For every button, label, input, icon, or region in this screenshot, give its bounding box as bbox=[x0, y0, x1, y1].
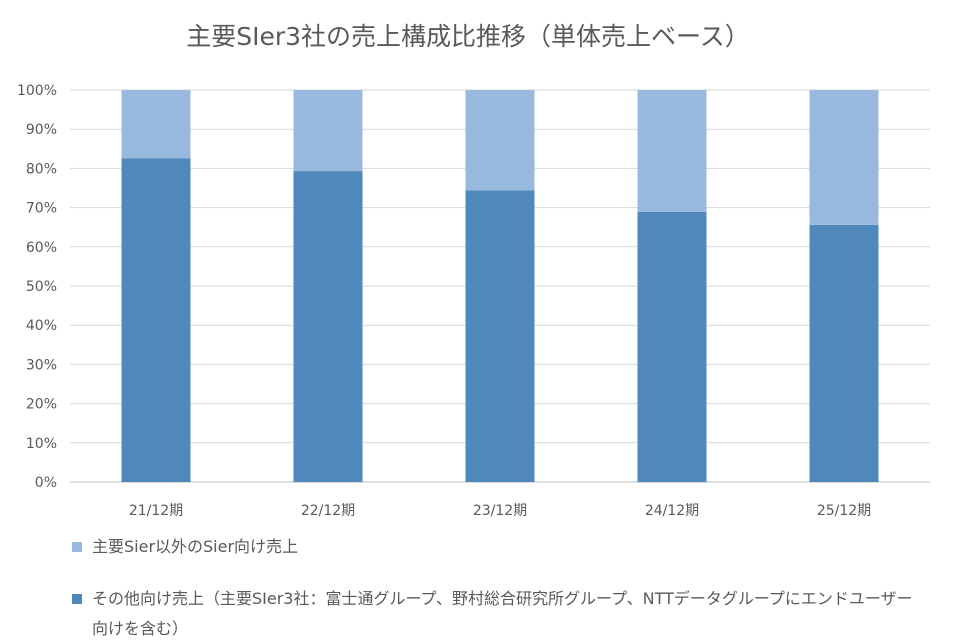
legend-item-secondary: 主要Sier以外のSier向け売上 bbox=[72, 532, 922, 562]
bar-segment-primary bbox=[121, 158, 191, 482]
bar-segment-primary bbox=[293, 171, 363, 483]
x-axis-ticks: 21/12期 22/12期 23/12期 24/12期 25/12期 bbox=[129, 503, 871, 519]
chart-title: 主要SIer3社の売上構成比推移（単体売上ベース） bbox=[186, 22, 750, 51]
y-tick-label: 10% bbox=[26, 436, 57, 452]
y-tick-label: 40% bbox=[26, 318, 57, 334]
y-axis-ticks: 0% 10% 20% 30% 40% 50% 60% 70% 80% 90% 100% bbox=[17, 83, 57, 491]
legend-item-primary: その他向け売上（主要SIer3社：富士通グループ、野村総合研究所グループ、NTT… bbox=[72, 584, 922, 644]
bar-segment-primary bbox=[809, 224, 879, 482]
legend-swatch-secondary bbox=[72, 542, 82, 552]
bar-segment-secondary bbox=[637, 90, 707, 212]
x-tick-label: 23/12期 bbox=[473, 503, 527, 519]
y-tick-label: 90% bbox=[26, 122, 57, 138]
x-tick-label: 25/12期 bbox=[817, 503, 871, 519]
bar-segment-secondary bbox=[809, 90, 879, 225]
bar-segment-secondary bbox=[121, 90, 191, 159]
y-tick-label: 70% bbox=[26, 201, 57, 217]
bar-segment-secondary bbox=[293, 90, 363, 172]
y-tick-label: 30% bbox=[26, 357, 57, 373]
bar-segment-secondary bbox=[465, 90, 535, 191]
bar-segment-primary bbox=[465, 190, 535, 483]
y-tick-label: 0% bbox=[35, 475, 57, 491]
y-tick-label: 60% bbox=[26, 240, 57, 256]
bar-segment-primary bbox=[637, 211, 707, 483]
x-tick-label: 22/12期 bbox=[301, 503, 355, 519]
legend-label-secondary: 主要Sier以外のSier向け売上 bbox=[92, 537, 299, 556]
bars bbox=[121, 90, 879, 483]
y-tick-label: 20% bbox=[26, 397, 57, 413]
x-tick-label: 24/12期 bbox=[645, 503, 699, 519]
y-tick-label: 100% bbox=[17, 83, 57, 99]
x-tick-label: 21/12期 bbox=[129, 503, 183, 519]
y-tick-label: 80% bbox=[26, 161, 57, 177]
legend-label-primary: その他向け売上（主要SIer3社：富士通グループ、野村総合研究所グループ、NTT… bbox=[92, 589, 913, 638]
legend-swatch-primary bbox=[72, 594, 82, 604]
y-tick-label: 50% bbox=[26, 279, 57, 295]
